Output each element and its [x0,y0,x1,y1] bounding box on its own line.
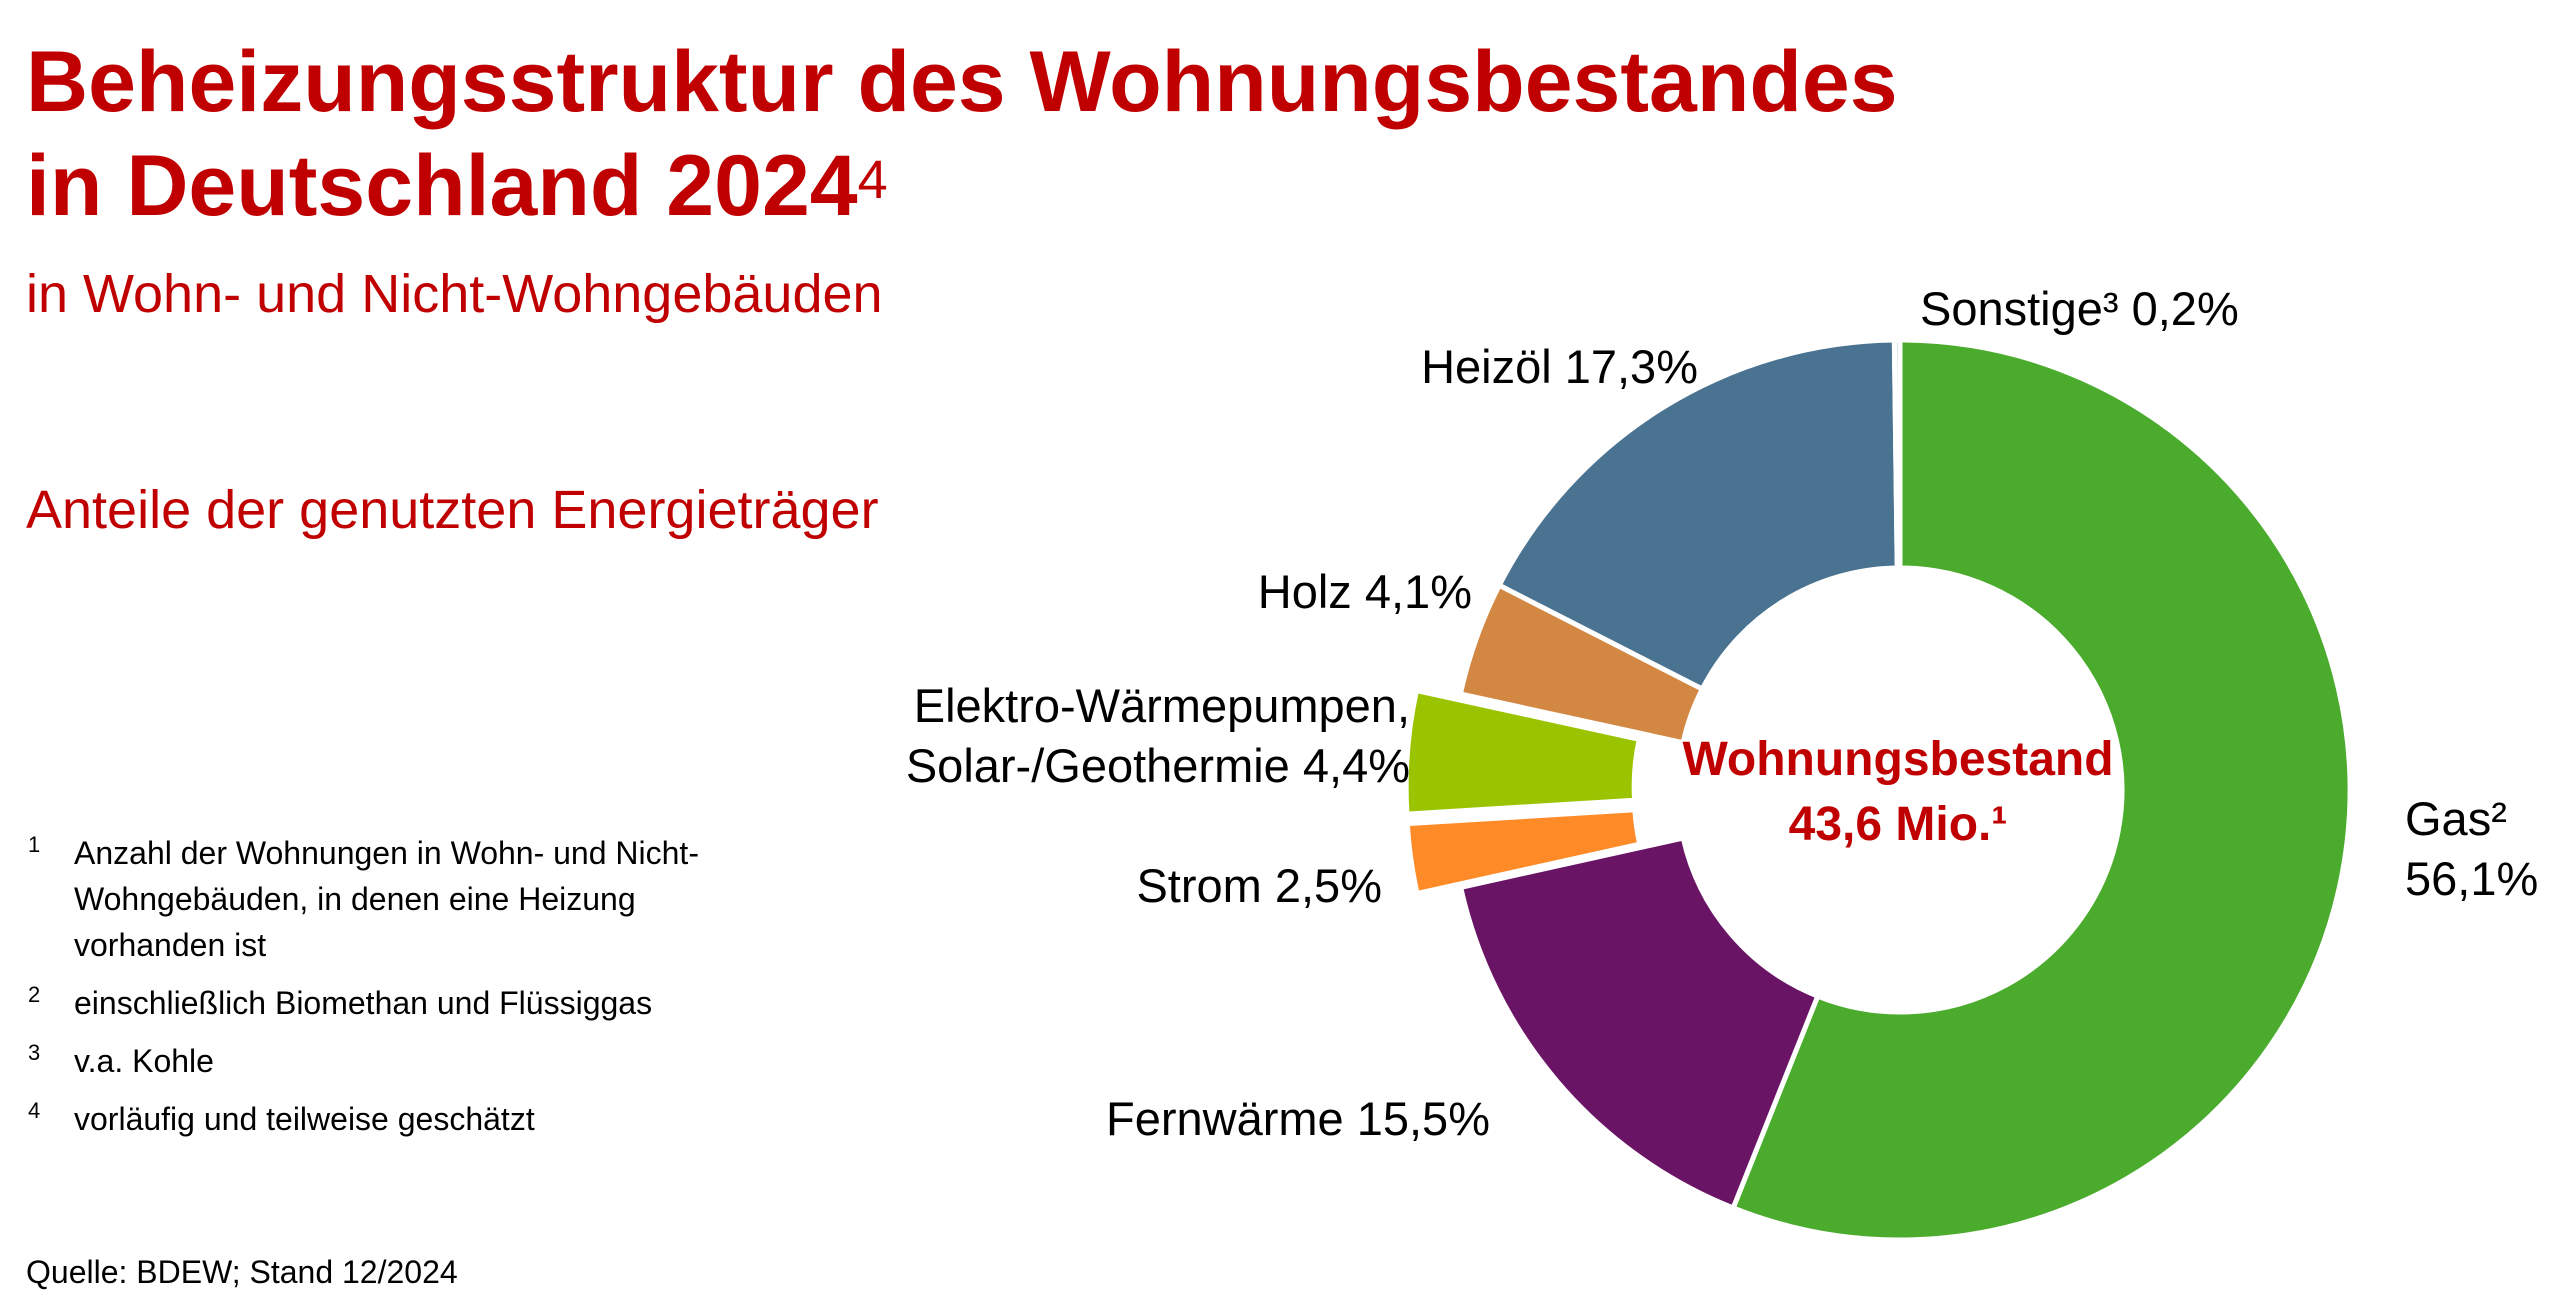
title-line-2: in Deutschland 2024 [26,138,858,234]
slice-sonstige [1891,337,1903,571]
slice-waermepumpen [1403,688,1642,817]
footnote-text: einschließlich Biomethan und Flüssiggas [74,985,653,1021]
footnotes: 1 Anzahl der Wohnungen in Wohn- und Nich… [28,830,768,1154]
slice-strom [1404,807,1643,896]
footnote-number: 2 [28,982,41,1007]
slice-label-heizoel: Heizöl 17,3% [1421,340,1698,393]
slice-gas [1730,337,2353,1243]
footnote-3: 3 v.a. Kohle [28,1038,768,1084]
center-label-line-2: 43,6 Mio.¹ [1789,798,2008,851]
slice-label-waermepumpen: Elektro-Wärmepumpen, Solar-/Geothermie 4,… [906,679,1410,792]
title-footnote-mark: 4 [857,150,888,210]
section-label: Anteile der genutzten Energieträger [26,480,879,540]
slice-fernwaerme [1458,835,1821,1211]
slice-label-strom: Strom 2,5% [1136,859,1382,912]
chart-title: Beheizungsstruktur des Wohnungsbestandes… [26,30,1898,238]
footnote-text: vorläufig und teilweise geschätzt [74,1101,535,1137]
slice-labels: Gas² 56,1% Fernwärme 15,5% Strom 2,5% Elektr… [906,282,2538,1145]
footnote-4: 4 vorläufig und teilweise geschätzt [28,1096,768,1142]
chart-subtitle: in Wohn- und Nicht-Wohngebäuden [26,264,883,324]
donut-slices [1403,337,2353,1243]
source-note: Quelle: BDEW; Stand 12/2024 [26,1254,458,1290]
slice-label-holz: Holz 4,1% [1258,565,1472,618]
footnote-number: 4 [28,1098,41,1123]
slice-label-sonstige: Sonstige³ 0,2% [1920,282,2239,335]
slice-label-gas: Gas² 56,1% [2405,792,2538,905]
footnote-1: 1 Anzahl der Wohnungen in Wohn- und Nich… [28,830,768,968]
footnote-text: Anzahl der Wohnungen in Wohn- und Nicht-… [74,835,699,963]
footnote-number: 3 [28,1040,41,1065]
slice-label-fernwaerme: Fernwärme 15,5% [1106,1092,1490,1145]
footnote-2: 2 einschließlich Biomethan und Flüssigga… [28,980,768,1026]
slice-heizoel [1496,337,1900,692]
footnote-number: 1 [28,832,41,857]
title-line-1: Beheizungsstruktur des Wohnungsbestandes [26,34,1898,130]
footnote-text: v.a. Kohle [74,1043,214,1079]
center-label-line-1: Wohnungsbestand [1682,733,2113,786]
